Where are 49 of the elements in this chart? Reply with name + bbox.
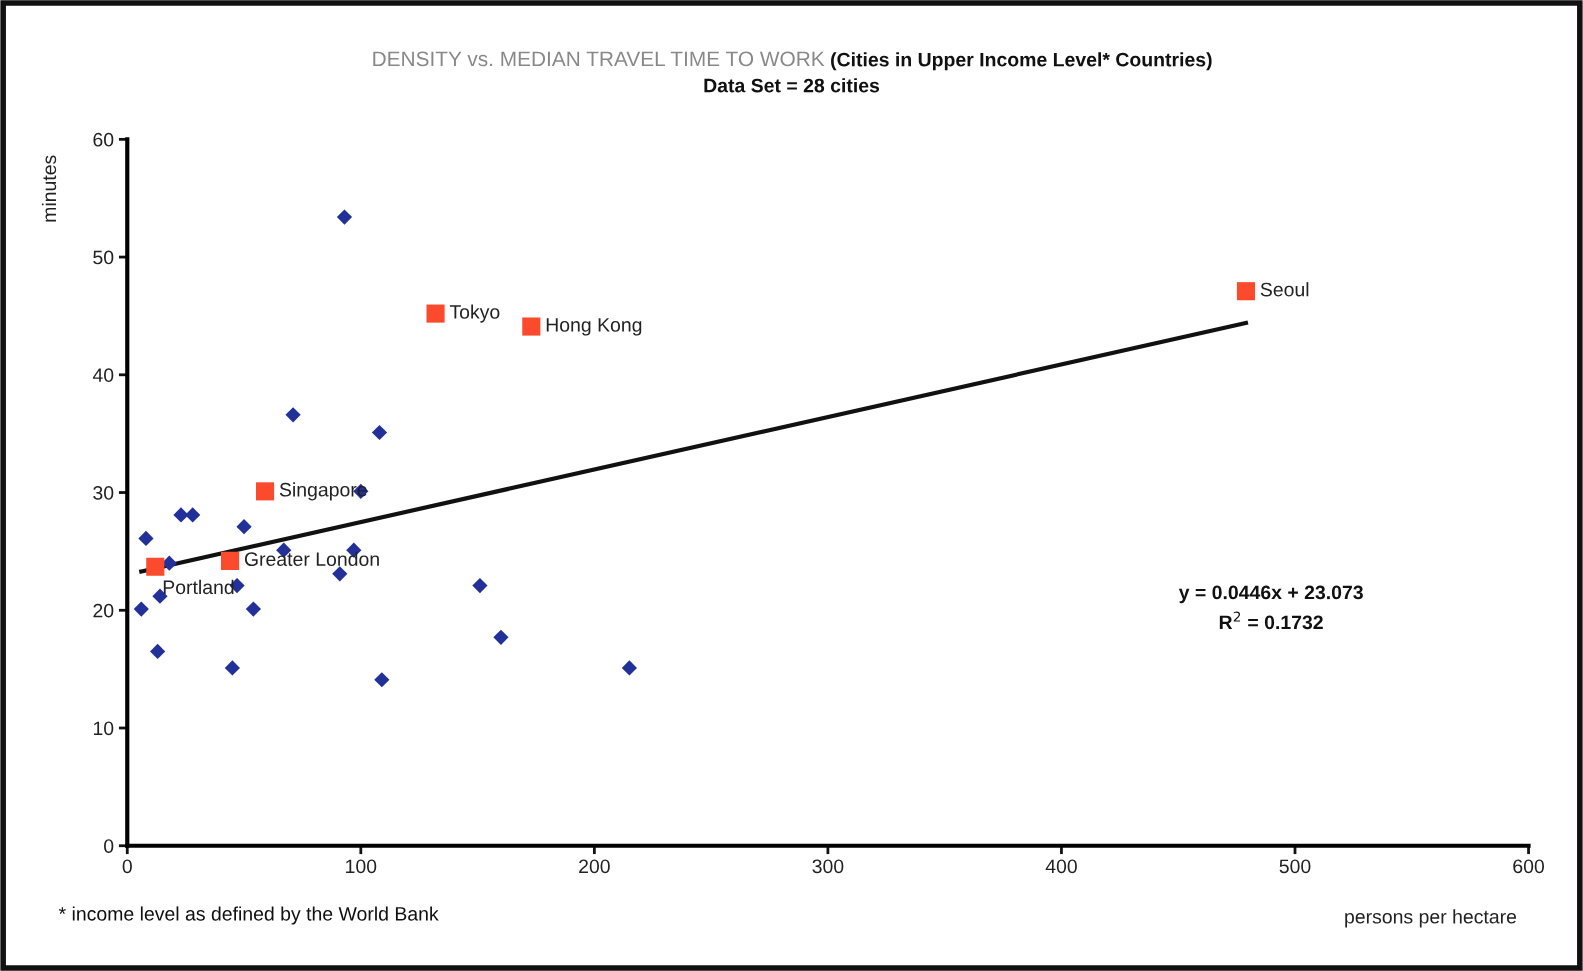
- y-tick-label: 50: [93, 250, 114, 265]
- point: [146, 557, 165, 576]
- point: [493, 629, 509, 645]
- point: [133, 601, 149, 617]
- point: [336, 209, 353, 225]
- y-tick-label: 0: [104, 839, 114, 853]
- point: [220, 551, 240, 570]
- chart-subtitle: (Cities in Upper Income Level* Countries): [831, 52, 1212, 71]
- annotation: Seoul: [1260, 282, 1309, 297]
- x-tick-label: 600: [1513, 859, 1545, 874]
- y-tick-label: 60: [93, 132, 114, 147]
- x-tick-label: 200: [579, 859, 610, 874]
- point: [1236, 282, 1256, 301]
- point: [138, 530, 154, 547]
- point: [224, 660, 240, 676]
- x-tick-label: 400: [1045, 859, 1077, 874]
- annotation: Greater London: [244, 551, 379, 567]
- x-tick-label: 100: [346, 859, 377, 874]
- annotation: R$^{2}$ = 0.1732: [1219, 611, 1323, 630]
- point: [426, 304, 445, 323]
- annotation: Tokyo: [449, 304, 500, 323]
- point: [371, 424, 388, 441]
- annotation: y = 0.0446x + 23.073: [1178, 585, 1363, 604]
- point: [185, 507, 201, 523]
- y-tick-label: 30: [93, 486, 114, 500]
- point: [522, 317, 541, 336]
- y-tick-label: 40: [92, 368, 114, 383]
- point: [245, 601, 261, 617]
- annotation: Portland: [163, 579, 234, 595]
- point: [285, 407, 301, 423]
- text: Data Set = 28 cities: [704, 78, 880, 93]
- x-tick-label: 500: [1279, 859, 1311, 874]
- point: [332, 566, 348, 582]
- text: * income level as defined by the World Bank: [58, 906, 439, 925]
- x-tick-label: 300: [812, 859, 844, 874]
- x-tick-label: 0: [122, 859, 132, 874]
- point: [472, 577, 488, 594]
- point: [621, 660, 637, 676]
- annotation: Hong Kong: [546, 318, 642, 336]
- y-tick-label: 20: [93, 603, 114, 618]
- y-tick-label: 10: [93, 721, 114, 736]
- chart-title: DENSITY vs. MEDIAN TRAVEL TIME TO WORK: [373, 51, 825, 67]
- x-axis-title: persons per hectare: [1345, 909, 1517, 928]
- point: [150, 643, 166, 660]
- point: [256, 482, 275, 501]
- point: [374, 672, 390, 688]
- point: [236, 519, 252, 535]
- y-axis-title: minutes: [41, 155, 57, 222]
- point: [173, 507, 189, 523]
